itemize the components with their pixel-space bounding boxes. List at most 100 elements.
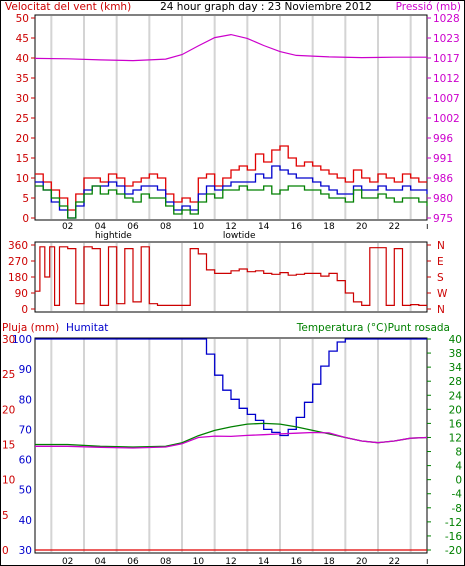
wind-tick-label: 35 [16, 73, 29, 85]
series-pressure [34, 33, 427, 62]
hour-tick-label: 02 [62, 557, 73, 566]
rain-tick-label: 20 [2, 404, 15, 416]
temperature-tick-label: 20 [449, 404, 462, 416]
humidity-tick-label: 80 [19, 394, 32, 406]
temperature-tick-label: 16 [449, 418, 463, 430]
hour-tick-label: 18 [323, 222, 335, 232]
rain-axis-title: Pluja (mm) [2, 322, 59, 334]
direction-plot-frame [34, 241, 428, 313]
direction-tick-label: 0 [21, 304, 28, 316]
wind-tick-label: 50 [16, 13, 29, 25]
hour-tick-label: 14 [258, 557, 270, 566]
pressure-tick-label: 1007 [433, 93, 460, 105]
tide-label: lowtide [223, 231, 256, 241]
compass-tick-label: E [437, 256, 444, 268]
temperature-tick-label: 0 [455, 475, 462, 487]
series-direction_green [35, 185, 428, 219]
series-humidity [35, 338, 427, 437]
wind-tick-label: 25 [16, 113, 29, 125]
hour-tick-label: 06 [127, 222, 139, 232]
hour-tick-label: 16 [291, 222, 303, 232]
hour-tick-label: 08 [160, 557, 172, 566]
temperature-axis-title: Temperatura (°C)Punt rosada [296, 322, 450, 334]
tide-label: hightide [95, 231, 132, 241]
temperature-tick-label: -8 [452, 503, 462, 515]
temperature-tick-label: 8 [455, 447, 462, 459]
temperature-tick-label: -12 [445, 517, 462, 529]
pressure-right-ticks: 975 980 986 991 996 1002 1007 1012 1017 1023 1028 [427, 13, 460, 225]
humidity-axis-title: Humitat [66, 322, 108, 334]
direction-tick-label: 90 [15, 288, 28, 300]
chart-title: 24 hour graph day : 23 Noviembre 2012 [160, 1, 372, 13]
series-gust [35, 145, 427, 211]
wind-series [34, 33, 428, 219]
temp-series [35, 338, 428, 551]
hour-tick-label: 06 [127, 557, 139, 566]
rain-tick-label: 30 [2, 334, 15, 346]
humidity-left-ticks: 30 40 50 60 70 80 90 100 [12, 334, 32, 557]
pressure-tick-label: 975 [433, 213, 453, 225]
compass-tick-label: S [437, 272, 444, 284]
wind-x-ticks: 02 04 06 08 10 12 14 16 18 20 22 ı hightide lowtide [62, 222, 429, 241]
humidity-tick-label: 50 [19, 485, 32, 497]
pressure-tick-label: 980 [433, 193, 453, 205]
series-wind_direction [35, 246, 427, 306]
rain-tick-label: 10 [2, 475, 15, 487]
series-dewpoint [35, 431, 428, 449]
compass-tick-label: W [437, 288, 448, 300]
direction-tick-label: 270 [8, 256, 28, 268]
compass-tick-label: N [437, 240, 445, 252]
hour-tick-label: ı [426, 557, 429, 566]
direction-tick-label: 180 [8, 272, 28, 284]
temperature-tick-label: 40 [449, 334, 462, 346]
rain-tick-label: 0 [2, 545, 9, 557]
pressure-tick-label: 1012 [433, 73, 460, 85]
direction-left-ticks: 0 90 180 270 360 [8, 240, 35, 316]
temp-plot-frame [34, 337, 428, 554]
temperature-tick-label: 34 [449, 362, 463, 374]
pressure-tick-label: 996 [433, 133, 453, 145]
wind-tick-label: 20 [16, 133, 29, 145]
wind-tick-label: 30 [16, 93, 29, 105]
pressure-tick-label: 1017 [433, 53, 460, 65]
hour-tick-label: 08 [160, 222, 172, 232]
pressure-tick-label: 1002 [433, 113, 460, 125]
pressure-axis-title: Pressió (mb) [396, 1, 461, 13]
wind-tick-label: 45 [16, 33, 29, 45]
rain-tick-label: 15 [2, 440, 15, 452]
direction-tick-label: 360 [8, 240, 28, 252]
wind-plot-frame [34, 14, 428, 221]
hour-tick-label: 18 [323, 557, 335, 566]
temperature-tick-label: 38 [449, 348, 462, 360]
temperature-tick-label: 4 [455, 461, 462, 473]
hour-tick-label: 04 [95, 222, 107, 232]
hour-tick-label: 10 [193, 557, 205, 566]
rain-left-ticks: 0 5 10 15 20 25 30 [2, 334, 15, 557]
hour-tick-label: 02 [62, 222, 73, 232]
humidity-tick-label: 70 [19, 424, 32, 436]
humidity-tick-label: 60 [19, 455, 32, 467]
pressure-tick-label: 991 [433, 153, 453, 165]
wind-tick-label: 15 [16, 153, 29, 165]
wind-tick-label: 10 [16, 173, 29, 185]
compass-tick-label: N [437, 304, 445, 316]
humidity-tick-label: 30 [19, 545, 32, 557]
hour-tick-label: 20 [356, 222, 368, 232]
temperature-tick-label: 24 [449, 390, 463, 402]
pressure-tick-label: 1023 [433, 33, 460, 45]
hour-tick-label: 22 [389, 557, 400, 566]
temperature-tick-label: 12 [449, 432, 462, 444]
hour-tick-label: 22 [389, 222, 400, 232]
temperature-tick-label: 28 [449, 376, 462, 388]
direction-series [35, 246, 427, 306]
wind-tick-label: 0 [22, 213, 29, 225]
hour-tick-label: 04 [95, 557, 107, 566]
hour-tick-label: ı [426, 222, 429, 232]
rain-tick-label: 5 [2, 510, 9, 522]
pressure-tick-label: 1028 [433, 13, 460, 25]
humidity-tick-label: 90 [19, 364, 32, 376]
